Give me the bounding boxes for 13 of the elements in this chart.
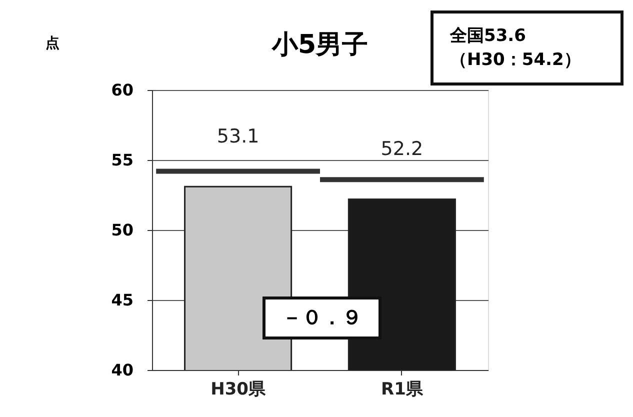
x-tick-label: R1県 xyxy=(380,380,424,400)
y-tick-label: 45 xyxy=(111,290,134,310)
y-tick-label: 40 xyxy=(111,360,134,380)
data-label: 53.1 xyxy=(216,126,260,148)
y-tick-label: 60 xyxy=(111,80,134,100)
y-tick-label: 50 xyxy=(111,220,134,240)
x-tick-label: H30県 xyxy=(210,380,266,400)
y-tick-label: 55 xyxy=(111,150,134,170)
y-axis-title: 点 xyxy=(46,36,60,52)
chart-title: 小5男子 xyxy=(270,30,368,60)
annotation: －０．９ xyxy=(282,305,362,329)
text: 全国53.6 （H30：54.2） xyxy=(449,26,581,70)
data-label: 52.2 xyxy=(380,138,424,160)
